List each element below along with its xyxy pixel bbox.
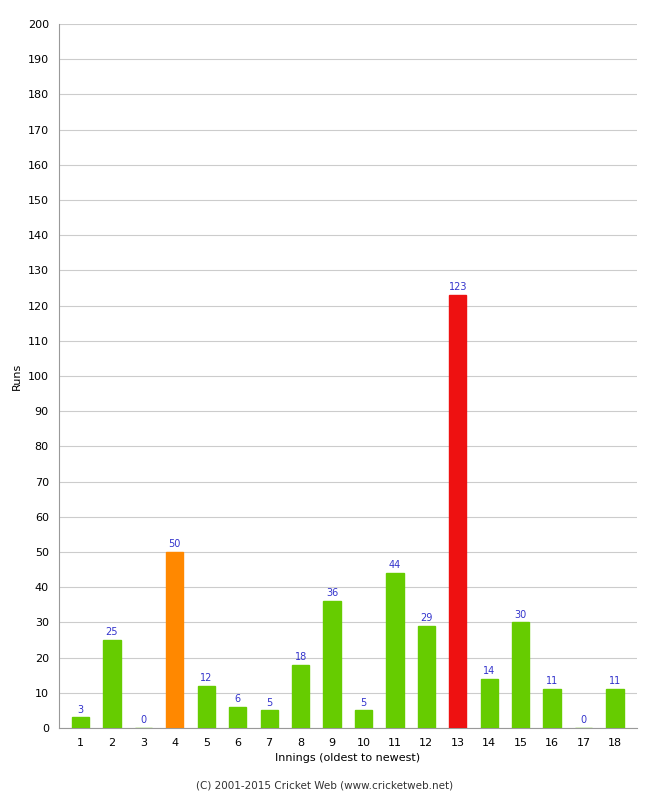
Text: 6: 6 [235, 694, 240, 704]
X-axis label: Innings (oldest to newest): Innings (oldest to newest) [275, 754, 421, 763]
Text: 5: 5 [360, 698, 367, 707]
Text: 11: 11 [546, 677, 558, 686]
Text: 44: 44 [389, 560, 401, 570]
Text: 29: 29 [420, 613, 432, 623]
Text: 123: 123 [448, 282, 467, 292]
Bar [261, 710, 278, 728]
Text: 5: 5 [266, 698, 272, 707]
Bar [355, 710, 372, 728]
Bar [166, 552, 183, 728]
Bar [229, 707, 246, 728]
Text: 12: 12 [200, 673, 213, 683]
Text: 50: 50 [168, 539, 181, 549]
Text: 30: 30 [515, 610, 527, 619]
Text: 14: 14 [483, 666, 495, 676]
Text: 25: 25 [106, 627, 118, 637]
Text: 0: 0 [140, 715, 146, 725]
Bar [386, 573, 404, 728]
Bar [103, 640, 121, 728]
Bar [198, 686, 215, 728]
Bar [72, 718, 89, 728]
Bar [543, 690, 561, 728]
Text: 36: 36 [326, 589, 338, 598]
Bar [480, 678, 498, 728]
Text: 11: 11 [609, 677, 621, 686]
Text: 0: 0 [580, 715, 586, 725]
Bar [292, 665, 309, 728]
Text: 18: 18 [294, 652, 307, 662]
Text: 3: 3 [77, 705, 84, 714]
Bar [418, 626, 435, 728]
Text: (C) 2001-2015 Cricket Web (www.cricketweb.net): (C) 2001-2015 Cricket Web (www.cricketwe… [196, 781, 454, 790]
Y-axis label: Runs: Runs [12, 362, 22, 390]
Bar [324, 602, 341, 728]
Bar [606, 690, 623, 728]
Bar [449, 295, 467, 728]
Bar [512, 622, 529, 728]
